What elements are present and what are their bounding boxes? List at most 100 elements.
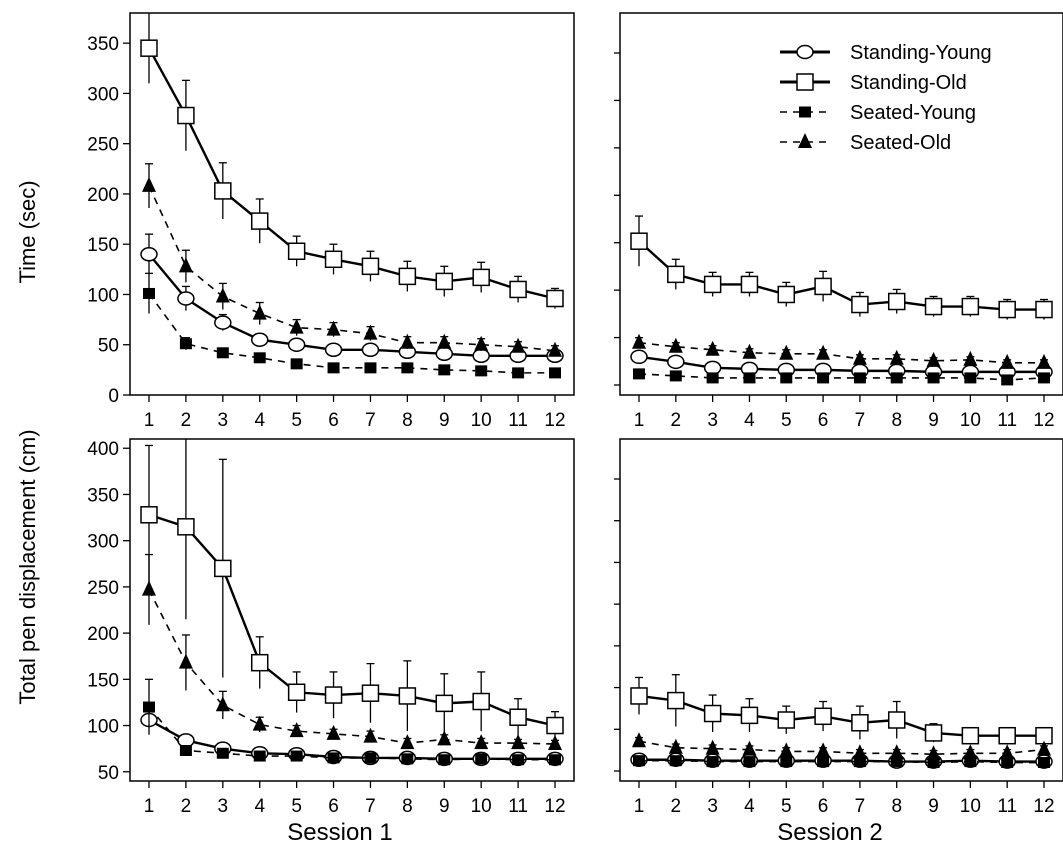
data-point [179,338,192,350]
data-point [924,724,943,742]
displacement-session-2-y-ticks [614,478,620,772]
data-point [890,756,903,768]
data-point [1035,300,1053,319]
data-point [290,358,303,370]
data-point [287,242,306,260]
data-point [398,687,417,705]
y-tick-label: 50 [98,763,119,784]
series-line [148,253,555,357]
x-tick-label: 3 [218,410,229,431]
x-tick-label: 10 [471,796,492,817]
data-point [290,750,303,762]
data-point [140,506,158,524]
data-point [214,182,232,200]
series-line [148,292,555,374]
displacement-session-1-frame [129,438,575,782]
legend-marker [798,133,812,148]
x-tick-label: 8 [891,410,902,431]
data-point [143,701,155,713]
data-point [361,257,380,276]
data-point [779,344,794,360]
x-axis-title-session-1: Session 1 [287,819,392,846]
x-tick-label: 8 [891,796,902,817]
data-point [512,367,525,379]
series-line [147,47,556,300]
displacement-session-2-frame [619,438,1063,782]
x-tick-label: 6 [818,796,829,817]
data-point [703,360,722,376]
data-point [816,742,831,758]
x-tick-label: 7 [365,796,376,817]
time-session-1-frame [129,12,575,396]
data-point [961,297,980,316]
x-tick-label: 9 [928,410,939,431]
data-point [705,739,720,755]
x-tick-label: 10 [960,796,981,817]
data-point [548,341,562,357]
series-standing-young [140,233,564,364]
time-session-2-y-ticks [614,52,620,386]
data-point [1037,740,1051,756]
data-point [777,285,796,304]
data-point [398,267,417,286]
data-point [706,756,719,768]
data-point [512,754,525,766]
x-tick-label: 1 [144,410,155,431]
data-point [511,734,526,750]
data-point [216,347,229,359]
data-point [178,653,193,669]
data-point [511,337,526,353]
data-point [963,350,978,366]
data-point [549,754,561,766]
data-point [253,750,266,762]
series-line [638,740,1045,755]
x-tick-label: 3 [707,796,718,817]
series-seated-young [143,678,561,766]
y-tick-label: 150 [87,235,119,256]
y-tick-label: 250 [87,135,119,156]
data-point [1000,744,1015,760]
data-point [851,295,869,314]
series-line [638,355,1044,374]
data-point [667,354,685,370]
y-tick-label: 200 [87,624,119,645]
x-tick-label: 4 [254,410,265,431]
series-line [148,589,556,745]
legend-item-seated-old: Seated-Old [780,132,951,154]
legend-label: Seated-Young [850,102,976,124]
data-point [963,744,978,760]
displacement-session-1-y-ticks: 50 100 150 200 250 300 350 400 [87,439,130,784]
y-tick-label: 50 [98,336,119,357]
data-point [887,711,906,729]
data-point [779,742,794,758]
data-point [327,752,340,764]
x-tick-label: 2 [181,796,192,817]
data-point [252,715,267,731]
data-point [437,333,452,349]
data-point [400,734,415,750]
data-point [887,292,906,311]
displacement-session-2-panel: 1 2 3 4 5 6 7 8 9 10 11 12 [614,438,1063,817]
y-tick-label: 0 [108,386,119,407]
data-point [509,708,527,726]
x-tick-label: 4 [254,796,265,817]
data-point [474,335,489,351]
data-point [140,247,158,262]
x-tick-label: 12 [1033,796,1054,817]
series-line [148,185,556,352]
data-point [964,372,977,384]
time-session-1-y-ticks: 0 50 100 150 200 250 300 350 [87,34,130,407]
time-session-2-x-ticks: 1 2 3 4 5 6 7 8 9 10 11 12 [634,395,1055,431]
data-point [327,362,340,374]
x-tick-label: 6 [818,410,829,431]
data-point [177,291,195,306]
data-point [889,349,904,365]
data-point [250,212,269,230]
data-point [889,744,904,760]
data-point [549,367,561,379]
legend-label: Standing-Old [850,72,967,94]
data-point [851,714,869,732]
data-point [998,726,1016,745]
x-tick-label: 5 [781,796,792,817]
data-point [289,722,304,738]
